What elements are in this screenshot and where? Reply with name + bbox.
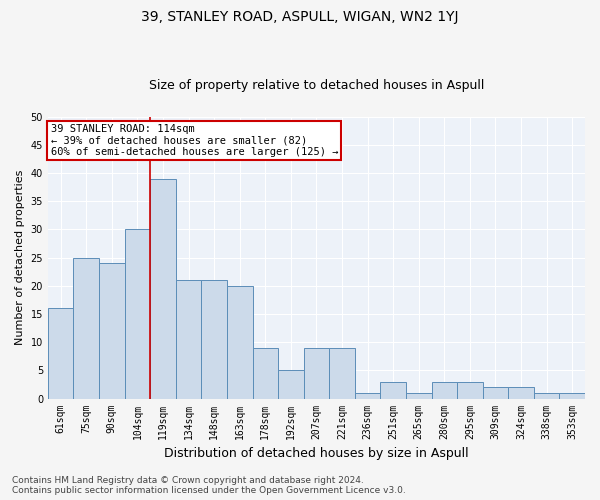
X-axis label: Distribution of detached houses by size in Aspull: Distribution of detached houses by size … — [164, 447, 469, 460]
Bar — [253, 348, 278, 399]
Bar — [304, 348, 329, 399]
Bar — [48, 308, 73, 398]
Bar — [99, 264, 125, 398]
Bar — [329, 348, 355, 399]
Bar — [508, 388, 534, 398]
Text: Contains HM Land Registry data © Crown copyright and database right 2024.
Contai: Contains HM Land Registry data © Crown c… — [12, 476, 406, 495]
Bar — [125, 230, 150, 398]
Title: Size of property relative to detached houses in Aspull: Size of property relative to detached ho… — [149, 79, 484, 92]
Bar — [431, 382, 457, 398]
Bar — [150, 179, 176, 398]
Bar — [355, 393, 380, 398]
Bar — [380, 382, 406, 398]
Bar — [227, 286, 253, 399]
Bar — [457, 382, 482, 398]
Text: 39 STANLEY ROAD: 114sqm
← 39% of detached houses are smaller (82)
60% of semi-de: 39 STANLEY ROAD: 114sqm ← 39% of detache… — [50, 124, 338, 157]
Bar — [202, 280, 227, 398]
Bar — [73, 258, 99, 398]
Text: 39, STANLEY ROAD, ASPULL, WIGAN, WN2 1YJ: 39, STANLEY ROAD, ASPULL, WIGAN, WN2 1YJ — [141, 10, 459, 24]
Bar — [406, 393, 431, 398]
Bar — [559, 393, 585, 398]
Bar — [482, 388, 508, 398]
Bar — [176, 280, 202, 398]
Bar — [278, 370, 304, 398]
Bar — [534, 393, 559, 398]
Y-axis label: Number of detached properties: Number of detached properties — [15, 170, 25, 346]
